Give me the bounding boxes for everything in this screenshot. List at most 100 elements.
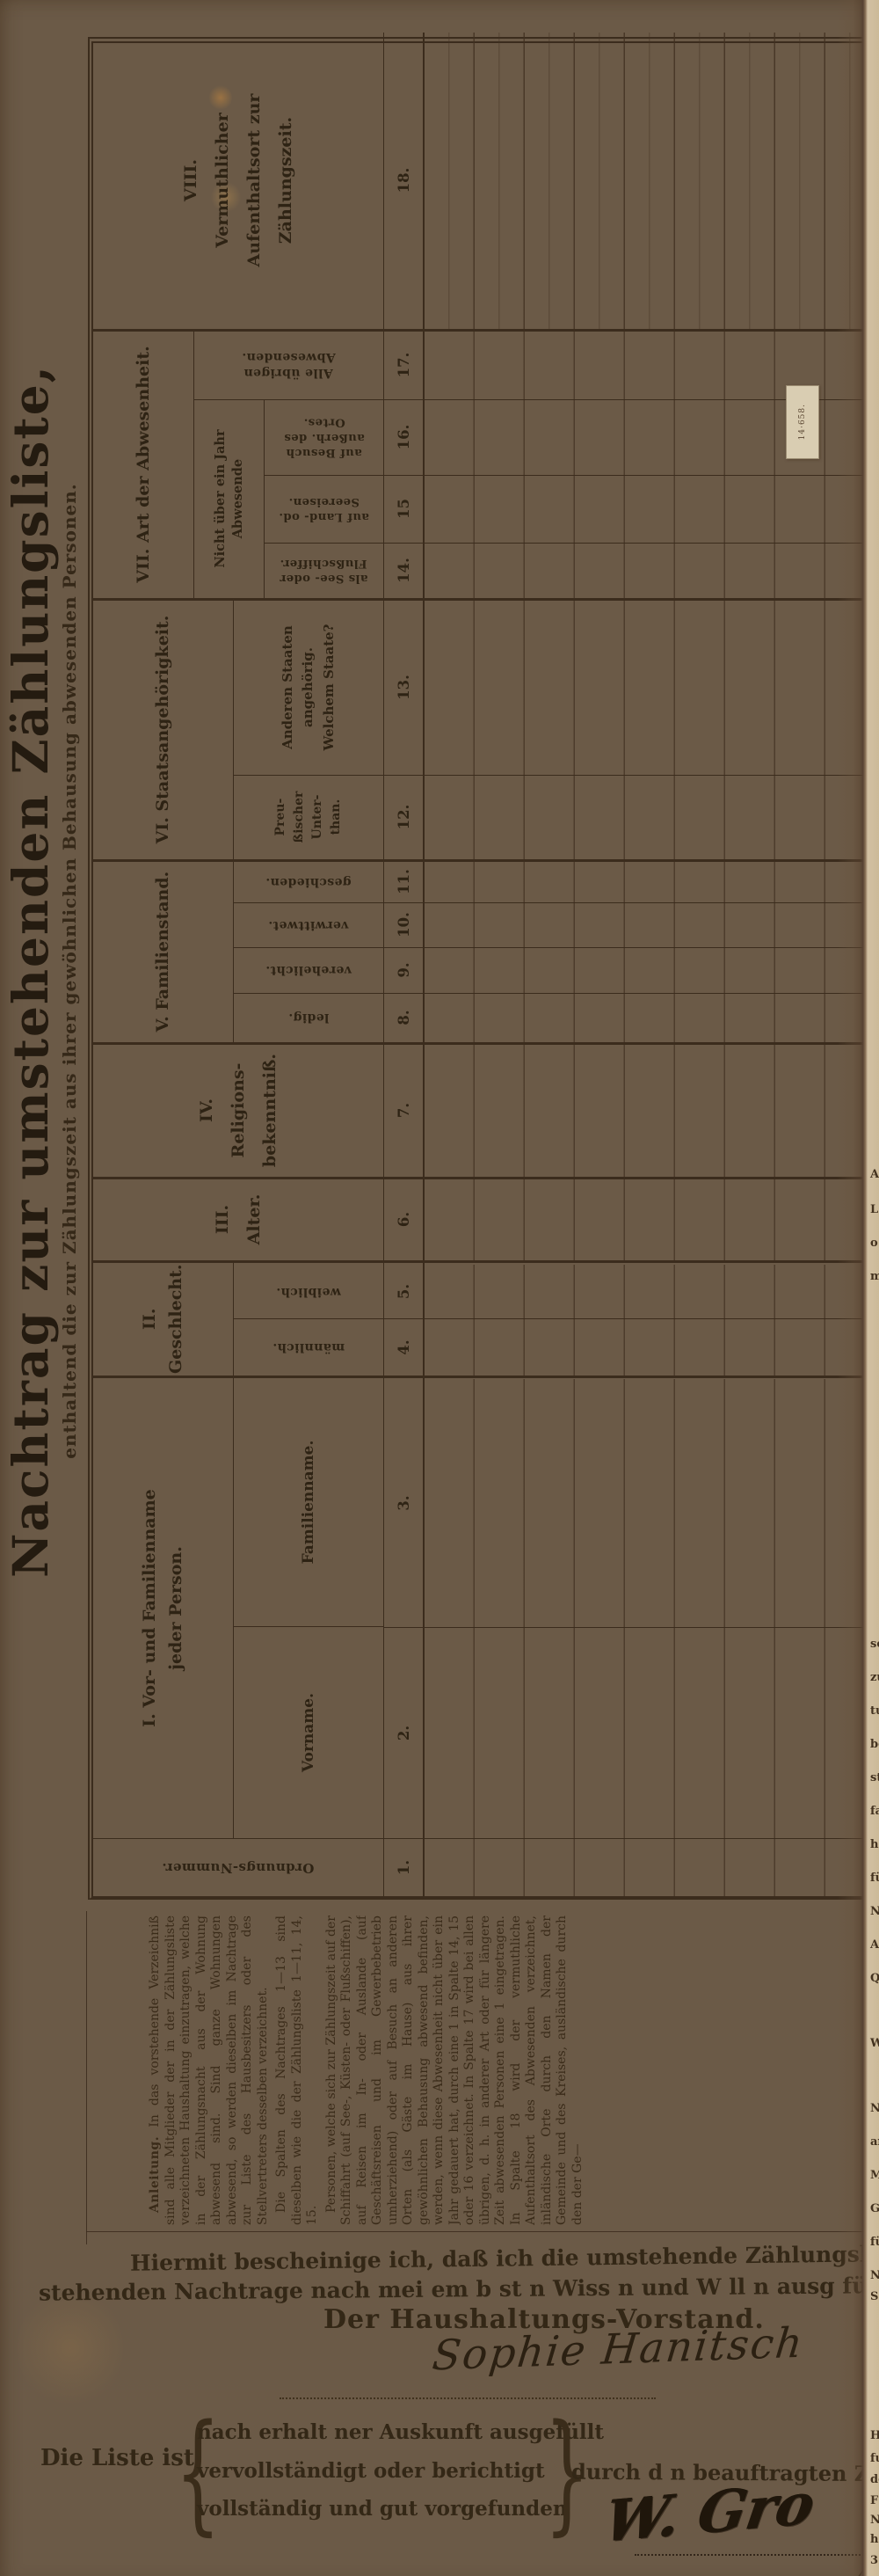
- page-edge-text-fragment: tu: [870, 1704, 879, 1718]
- page-edge-text-fragment: m: [870, 1270, 879, 1283]
- subheader-nicht-ueber-ein-jahr: Nicht über ein Jahr Abwesende: [194, 399, 265, 598]
- col-label-uebrige-abwesende: Alle übrigen Abwesenden.: [242, 350, 336, 381]
- col-number-12: 12.: [395, 804, 412, 830]
- instructions-paragraph: Die Spalten des Nachtrages 1—13 sind die…: [274, 1916, 319, 2225]
- page-edge-text-fragment: A: [870, 1168, 879, 1181]
- rotated-form: Nachtrag zur umstehenden Zählungsliste, …: [0, 32, 866, 2251]
- col-label-verehelicht: verehelicht.: [265, 963, 352, 978]
- group-art-der-abwesenheit: VII. Art der Abwesenheit. Nicht über ein…: [93, 331, 866, 601]
- group-title-name: I. Vor- und Familienname jeder Person.: [93, 1378, 234, 1838]
- group-title-staatsangehoerigkeit: VI. Staatsangehörigkeit.: [93, 600, 234, 859]
- col-label-vorname: Vorname.: [300, 1692, 317, 1773]
- col-number-9: 9.: [384, 947, 423, 994]
- col-number-15: 15: [384, 475, 423, 544]
- page-edge-text-fragment: M: [870, 2169, 879, 2182]
- data-column: [425, 1044, 866, 1177]
- data-column: [425, 1319, 866, 1376]
- data-column: [425, 947, 866, 994]
- header-cell-verwittwet: verwittwet.: [234, 902, 383, 948]
- page-edge-text-fragment: Q: [870, 1972, 879, 1985]
- checklist-option-2: vervollständigt oder berichtigt: [197, 2459, 545, 2483]
- data-column: [425, 475, 866, 544]
- col-label-familienname: Familienname.: [234, 1378, 383, 1627]
- instruction-rule-left: [86, 2231, 866, 2232]
- data-column: [425, 775, 866, 859]
- header-cell-flussschiffer: als See- oder Flußschiffer.: [265, 544, 383, 598]
- group-title-alter: III. Alter.: [212, 1193, 264, 1245]
- data-column: [425, 993, 866, 1042]
- col-label-weiblich: weiblich.: [276, 1284, 341, 1299]
- page-edge-text-fragment: A: [870, 1938, 879, 1952]
- col-label-geschieden: geschieden.: [265, 874, 352, 889]
- col-number-6: 6.: [395, 1211, 412, 1228]
- certification-section: Hiermit bescheinige ich, daß ich die ums…: [0, 2234, 879, 2576]
- col-number-13: 13.: [384, 600, 423, 776]
- col-number-11: 11.: [384, 861, 423, 903]
- col-number-18: 18.: [395, 167, 412, 193]
- header-cell-weiblich: weiblich.: [234, 1265, 383, 1319]
- page-edge-text-fragment: hä: [870, 1838, 879, 1851]
- page-edge-text-fragment: N: [870, 2102, 879, 2115]
- header-cell-besuch: auf Besuch außerh. des Ortes.: [265, 399, 383, 476]
- census-table: Ordnungs-Nummer. I. Vor- und Familiennam…: [88, 32, 866, 1900]
- data-column: [425, 1379, 866, 1628]
- group-staatsangehoerigkeit: VI. Staatsangehörigkeit. Preu- ßischer U…: [93, 600, 866, 862]
- col-number-10: 10.: [384, 902, 423, 948]
- col-number-7: 7.: [395, 1102, 412, 1119]
- group-title-familienstand: V. Familienstand.: [93, 861, 234, 1042]
- col-label-andere-staaten: Anderen Staaten angehörig. Welchem Staat…: [234, 600, 383, 776]
- group-aufenthaltsort: VIII. Vermuthlicher Aufenthaltsort zur Z…: [93, 32, 866, 332]
- col-label-flussschiffer: als See- oder Flußschiffer.: [280, 556, 368, 585]
- col-number-16: 16.: [384, 399, 423, 476]
- checklist-option-1: nach erhalt ner Auskunft ausgefüllt: [197, 2420, 605, 2444]
- group-title-geschlecht: II. Geschlecht.: [93, 1262, 234, 1376]
- col-number-1: 1.: [395, 1859, 412, 1876]
- group-name: Ordnungs-Nummer. I. Vor- und Familiennam…: [93, 1378, 866, 1896]
- page-edge-text-fragment: st: [870, 1771, 879, 1784]
- data-column: [425, 1265, 866, 1319]
- col-number-8: 8.: [395, 1010, 412, 1025]
- page-edge-text-fragment: W: [870, 2037, 879, 2050]
- group-geschlecht: II. Geschlecht. männlich. weiblich. 4. 5…: [93, 1262, 866, 1378]
- col-number-3: 3.: [384, 1379, 423, 1628]
- col-number-4: 4.: [395, 1339, 412, 1355]
- header-cell-geschieden: geschieden.: [234, 861, 383, 903]
- col-label-besuch: auf Besuch außerh. des Ortes.: [283, 415, 365, 459]
- header-cell-seereisen: auf Land- od. Seereisen.: [265, 475, 383, 544]
- col-number-5: 5.: [384, 1265, 423, 1319]
- page-title: Nachtrag zur umstehenden Zählungsliste,: [2, 364, 59, 1578]
- group-familienstand: V. Familienstand. ledig. verehelicht. ve…: [93, 861, 866, 1045]
- col-number-2: 2.: [384, 1628, 423, 1839]
- page-subtitle: enthaltend die zur Zählungszeit aus ihre…: [59, 483, 80, 1459]
- col-label-ordnungsnummer: Ordnungs-Nummer.: [162, 1860, 315, 1877]
- col-label-verwittwet: verwittwet.: [268, 917, 349, 932]
- col-label-seereisen: auf Land- od. Seereisen.: [279, 494, 369, 523]
- group-title-aufenthaltsort: VIII. Vermuthlicher Aufenthaltsort zur Z…: [180, 93, 296, 267]
- data-column: [425, 902, 866, 948]
- certification-line1: Hiermit bescheinige ich, daß ich die ums…: [129, 2238, 879, 2276]
- group-alter: III. Alter. 6.: [93, 1179, 866, 1263]
- data-column: [425, 1628, 866, 1839]
- page-edge-text-fragment: fa: [870, 1805, 879, 1818]
- page-edge-text-fragment: ar: [870, 2135, 879, 2149]
- header-cell-ordnungsnummer: Ordnungs-Nummer.: [93, 1839, 383, 1896]
- data-column: [425, 600, 866, 776]
- col-label-preussischer-unterthan: Preu- ßischer Unter- than.: [273, 791, 343, 843]
- household-head-label: Der Haushaltungs-Vorstand.: [323, 2304, 765, 2335]
- data-column: [425, 543, 866, 598]
- instructions-paragraph: Personen, welche sich zur Zählungszeit a…: [323, 1916, 585, 2225]
- archive-sticker-text: 14·658.: [798, 404, 807, 441]
- page-edge-text-fragment: L: [870, 1203, 879, 1216]
- group-title-abwesenheit: VII. Art der Abwesenheit.: [93, 331, 194, 598]
- certification-line2: stehenden Nachtrage nach mei em b st n W…: [38, 2272, 879, 2306]
- col-number-14: 14.: [395, 558, 412, 583]
- data-column: [425, 32, 866, 329]
- brace-close-glyph: }: [544, 2397, 590, 2548]
- signature-line: [280, 2397, 656, 2399]
- signature-line: [635, 2554, 870, 2556]
- archive-sticker: 14·658.: [786, 385, 819, 459]
- data-column: [425, 1179, 866, 1260]
- group-title-religion: IV. Religions- bekenntniß.: [196, 1053, 280, 1168]
- header-cell-ledig: ledig.: [234, 994, 383, 1042]
